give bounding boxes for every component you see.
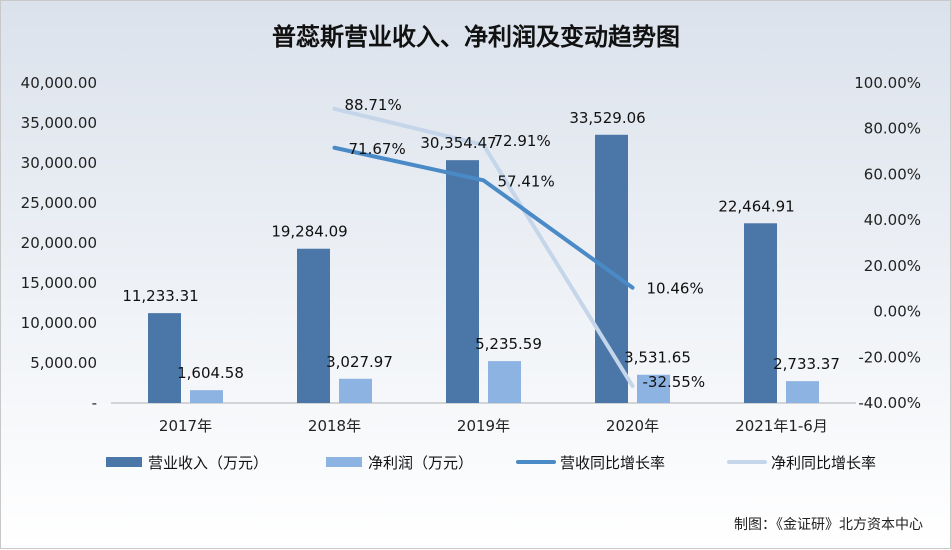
bar-net-profit — [786, 381, 819, 403]
y-left-tick-label: 20,000.00 — [21, 234, 97, 252]
y-left-tick-label: 15,000.00 — [21, 274, 97, 292]
data-label-net-profit: 3,027.97 — [326, 353, 393, 371]
line-revenue-growth — [332, 145, 635, 290]
data-labels: 11,233.31 19,284.09 30,354.47 33,529.06 22,4… — [122, 96, 840, 391]
y-left-tick-label: 40,000.00 — [21, 74, 97, 92]
data-label-revenue-growth: 10.46% — [647, 280, 704, 298]
bar-net-profit — [339, 378, 372, 403]
bar-revenue — [297, 248, 330, 403]
data-label-profit-growth: 72.91% — [494, 132, 551, 150]
y-left-tick-label: 30,000.00 — [21, 154, 97, 172]
bar-revenue — [744, 223, 777, 403]
lines — [332, 106, 635, 388]
bar-revenue — [446, 160, 479, 403]
legend-label: 营收同比增长率 — [560, 454, 665, 472]
x-tick-label: 2018年 — [308, 417, 361, 435]
x-tick-label: 2017年 — [159, 417, 212, 435]
y-left-tick-label: - — [92, 394, 97, 412]
y-left-tick-label: 25,000.00 — [21, 194, 97, 212]
data-label-revenue: 19,284.09 — [271, 223, 347, 241]
legend: 营业收入（万元） 净利润（万元） 营收同比增长率 净利同比增长率 — [106, 454, 876, 472]
data-label-revenue: 30,354.47 — [420, 134, 496, 152]
bar-revenue — [148, 313, 181, 403]
y-left-tick-label: 5,000.00 — [30, 354, 97, 372]
x-tick-label: 2019年 — [457, 417, 510, 435]
data-label-profit-growth: 88.71% — [345, 96, 402, 114]
data-label-revenue-growth: 71.67% — [349, 140, 406, 158]
y-right-tick-label: 20.00% — [864, 257, 921, 275]
y-right-tick-label: -40.00% — [858, 394, 921, 412]
line-profit-growth — [332, 106, 635, 388]
data-label-net-profit: 1,604.58 — [177, 364, 244, 382]
y-right-tick-label: 60.00% — [864, 165, 921, 183]
bars — [148, 134, 819, 403]
data-label-net-profit: 5,235.59 — [475, 335, 542, 353]
data-label-net-profit: 2,733.37 — [773, 355, 840, 373]
legend-swatch — [106, 457, 142, 467]
y-right-tick-label: 80.00% — [864, 120, 921, 138]
legend-label: 净利同比增长率 — [771, 454, 876, 472]
legend-label: 净利润（万元） — [368, 454, 473, 472]
bar-net-profit — [488, 361, 521, 403]
x-tick-label: 2020年 — [606, 417, 659, 435]
data-label-profit-growth: -32.55% — [643, 373, 706, 391]
x-tick-label: 2021年1-6月 — [735, 417, 828, 435]
data-label-revenue-growth: 57.41% — [498, 172, 555, 190]
chart-credit: 制图：《金证研》北方资本中心 — [734, 517, 923, 533]
bar-net-profit — [637, 374, 670, 403]
data-label-revenue: 22,464.91 — [718, 197, 794, 215]
y-right-tick-label: -20.00% — [858, 348, 921, 366]
left-axis: - 5,000.00 10,000.00 15,000.00 20,000.00 25,0… — [21, 74, 97, 412]
data-label-revenue: 11,233.31 — [122, 287, 198, 305]
y-right-tick-label: 100.00% — [854, 74, 921, 92]
y-right-tick-label: 40.00% — [864, 211, 921, 229]
y-left-tick-label: 35,000.00 — [21, 114, 97, 132]
legend-swatch — [326, 457, 362, 467]
data-label-net-profit: 3,531.65 — [624, 349, 691, 367]
y-left-tick-label: 10,000.00 — [21, 314, 97, 332]
y-right-tick-label: 0.00% — [873, 303, 921, 321]
chart-title: 普蕊斯营业收入、净利润及变动趋势图 — [272, 23, 680, 51]
data-label-revenue: 33,529.06 — [569, 109, 645, 127]
legend-label: 营业收入（万元） — [148, 454, 268, 472]
x-axis: 2017年 2018年 2019年 2020年 2021年1-6月 — [159, 417, 828, 435]
right-axis: -40.00% -20.00% 0.00% 20.00% 40.00% 60.00% 80.… — [854, 74, 921, 412]
bar-revenue — [595, 134, 628, 403]
bar-net-profit — [190, 390, 223, 403]
